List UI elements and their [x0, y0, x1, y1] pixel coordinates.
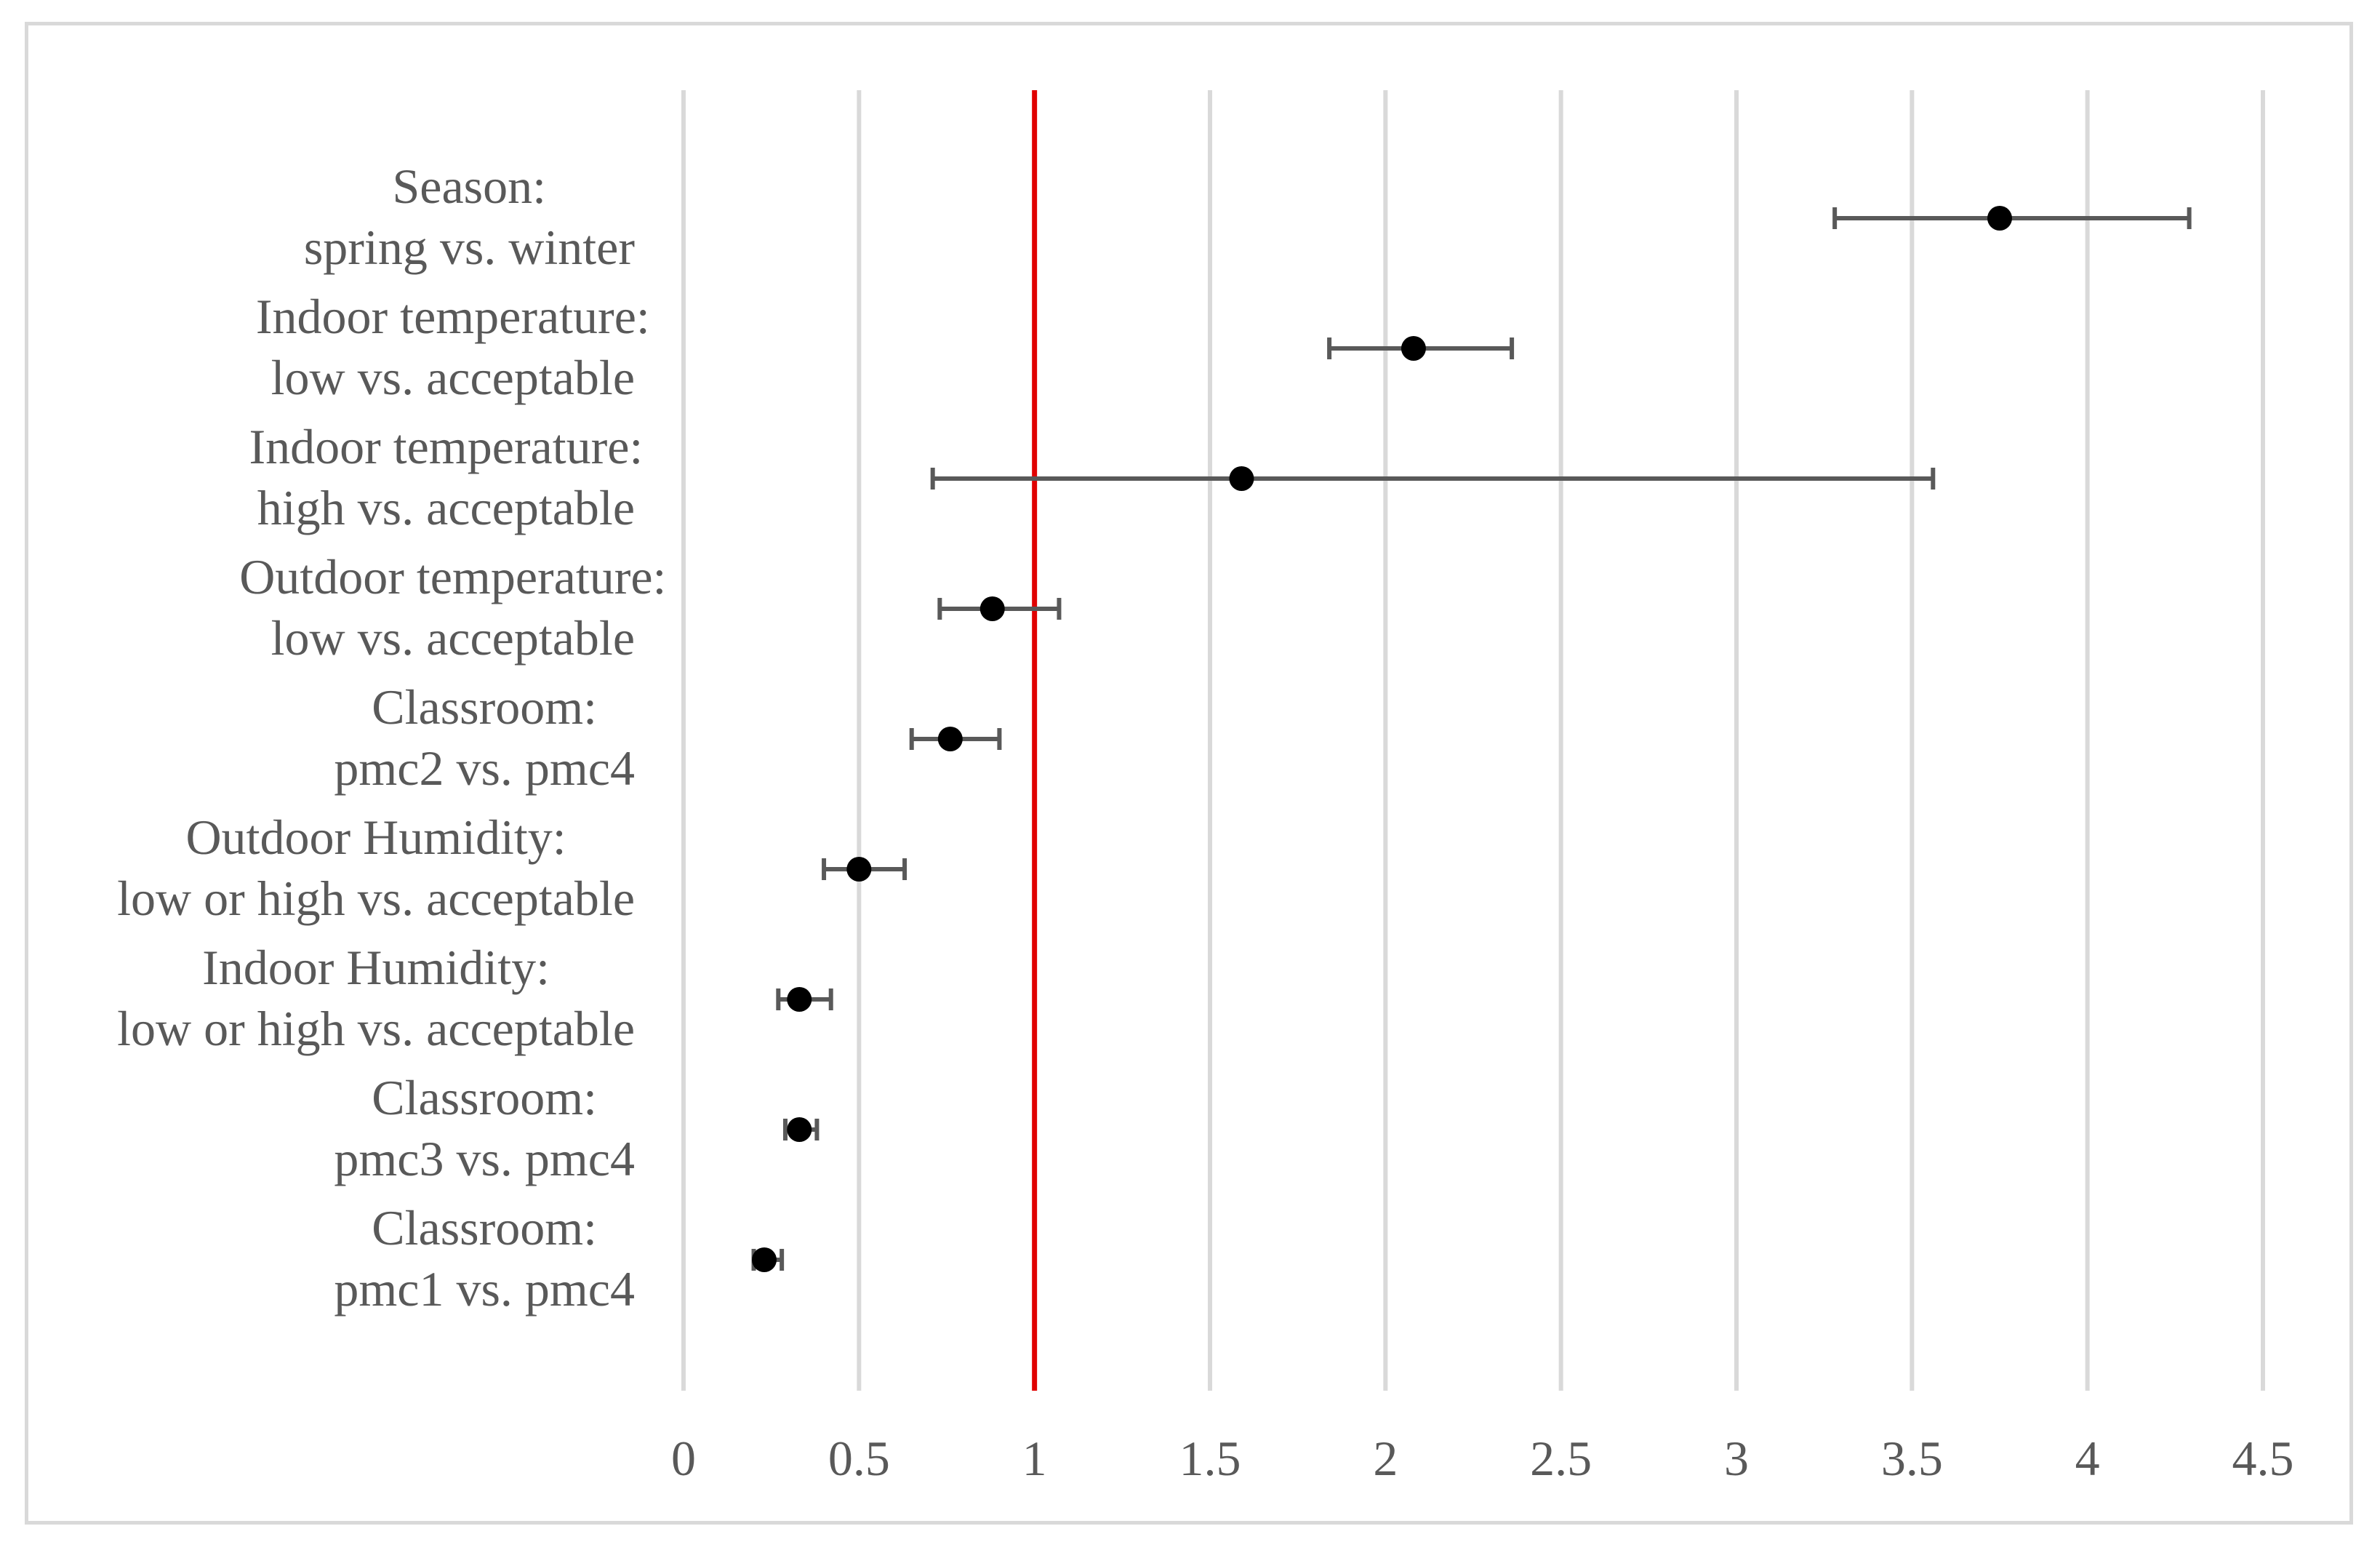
x-tick-label: 2 — [1373, 1431, 1398, 1486]
point-estimate — [752, 1247, 777, 1272]
category-label-line2: pmc1 vs. pmc4 — [334, 1261, 635, 1317]
point-estimate — [1229, 466, 1254, 491]
category-label-line1: Classroom: — [372, 1070, 597, 1125]
category-label-line2: low vs. acceptable — [271, 350, 635, 405]
x-tick-label: 0.5 — [828, 1431, 890, 1486]
x-tick-label: 4 — [2075, 1431, 2100, 1486]
category-label-line1: Classroom: — [372, 679, 597, 735]
point-estimate — [1401, 336, 1426, 361]
point-estimate — [937, 727, 963, 751]
category-label-line2: low or high vs. acceptable — [117, 1001, 635, 1056]
category-label-line2: pmc3 vs. pmc4 — [334, 1131, 635, 1186]
x-tick-label: 1 — [1022, 1431, 1047, 1486]
category-label-line1: Classroom: — [372, 1200, 597, 1255]
error-bars — [751, 207, 2192, 1271]
category-label-line2: low or high vs. acceptable — [117, 871, 635, 926]
point-estimates — [752, 206, 2012, 1272]
x-axis-tick-labels: 0 0.5 1 1.5 2 2.5 3 3.5 4 4.5 — [671, 1431, 2294, 1486]
x-tick-label: 4.5 — [2232, 1431, 2294, 1486]
category-labels: Season: spring vs. winter Indoor temperatu… — [117, 159, 666, 1317]
category-label-line1: Indoor Humidity: — [202, 940, 550, 995]
x-tick-label: 2.5 — [1530, 1431, 1592, 1486]
category-label-line2: low vs. acceptable — [271, 610, 635, 666]
category-label-line2: spring vs. winter — [304, 220, 636, 275]
category-label-line2: pmc2 vs. pmc4 — [334, 740, 635, 796]
x-tick-label: 3 — [1724, 1431, 1749, 1486]
category-label-line1: Outdoor Humidity: — [185, 810, 566, 865]
category-label-line2: high vs. acceptable — [257, 480, 635, 535]
point-estimate — [787, 1117, 812, 1142]
category-label-line1: Indoor temperature: — [249, 419, 643, 474]
x-tick-label: 0 — [671, 1431, 696, 1486]
point-estimate — [1987, 206, 2012, 231]
category-label-line1: Season: — [392, 159, 546, 214]
x-tick-label: 1.5 — [1179, 1431, 1241, 1486]
category-label-line1: Outdoor temperature: — [239, 549, 666, 604]
point-estimate — [846, 857, 872, 882]
chart-frame — [25, 22, 2353, 1525]
point-estimate — [979, 596, 1005, 621]
error-bar — [930, 468, 1936, 490]
x-tick-label: 3.5 — [1881, 1431, 1943, 1486]
category-label-line1: Indoor temperature: — [256, 289, 650, 344]
point-estimate — [787, 987, 812, 1012]
gridlines — [681, 90, 2265, 1391]
